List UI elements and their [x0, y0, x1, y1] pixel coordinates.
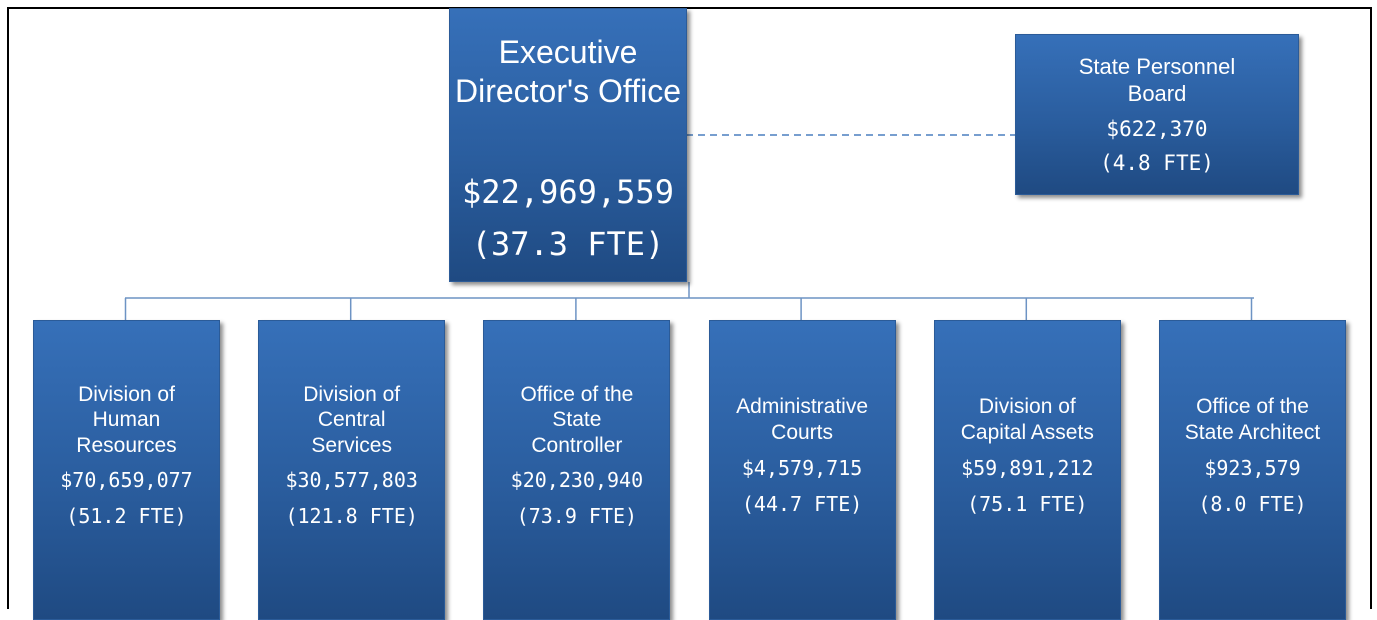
- page: Executive Director's Office $22,969,559 (3…: [7, 7, 1372, 620]
- node-box: Administrative Courts $4,579,715 (44.7 FTE): [708, 320, 896, 620]
- label-line: Resources: [76, 433, 177, 457]
- connectors: [124, 134, 1254, 320]
- node-box: Office of the State Controller $20,230,940 (…: [483, 320, 671, 620]
- label-line: Administrative: [736, 395, 869, 419]
- label-line: Board: [1127, 80, 1187, 106]
- budget: $70,659,077: [60, 468, 193, 493]
- label-line: Human: [92, 408, 161, 432]
- label-line: Division of: [978, 395, 1076, 419]
- fte: (44.7 FTE): [741, 491, 863, 516]
- label-line: Executive Director's Office: [454, 33, 681, 109]
- label-line: Division of: [78, 382, 175, 406]
- node-box: Division of Capital Assets $59,891,212 (75.…: [933, 320, 1121, 620]
- budget: $30,577,803: [285, 468, 418, 493]
- label-line: Services: [311, 433, 392, 457]
- budget: $59,891,212: [961, 455, 1094, 480]
- fte: (75.1 FTE): [967, 491, 1088, 516]
- label-line: State Personnel: [1078, 53, 1236, 79]
- label-line: State Architect: [1184, 421, 1321, 444]
- fte: (8.0 FTE): [1198, 491, 1307, 516]
- budget: $22,969,559: [462, 173, 674, 212]
- budget: $4,579,715: [741, 455, 863, 480]
- fte: (51.2 FTE): [66, 504, 187, 529]
- node-box: Office of the State Architect $923,579 (8.0…: [1159, 320, 1346, 620]
- label-line: Central: [317, 408, 386, 432]
- side-box: State Personnel Board $622,370 (4.8 FTE): [1015, 34, 1299, 195]
- budget: $20,230,940: [510, 468, 644, 493]
- budget: $923,579: [1204, 455, 1301, 480]
- label-line: Courts: [771, 421, 834, 444]
- drops: [124, 298, 1253, 320]
- fte: (73.9 FTE): [516, 504, 638, 529]
- label-line: Division of: [303, 382, 401, 406]
- fte: (121.8 FTE): [285, 504, 418, 529]
- root-box: Executive Director's Office $22,969,559 (3…: [449, 8, 687, 282]
- label-line: Office of the: [1196, 395, 1309, 419]
- fte: (4.8 FTE): [1100, 151, 1214, 176]
- label-line: Office of the: [520, 382, 634, 406]
- label-line: Capital Assets: [960, 421, 1094, 444]
- fte: (37.3 FTE): [471, 225, 665, 264]
- node-box: Division of Central Services $30,577,803 (12…: [258, 320, 446, 620]
- label-line: State: [552, 408, 602, 432]
- frame: [7, 7, 1372, 609]
- budget: $622,370: [1106, 117, 1208, 142]
- label-line: Controller: [531, 433, 623, 457]
- node-box: Division of Human Resources $70,659,077 (51.…: [33, 320, 220, 620]
